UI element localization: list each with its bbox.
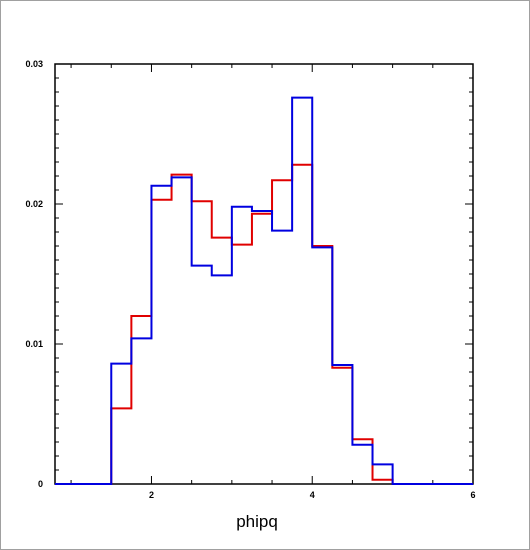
y-tick-label: 0.01 [25,339,43,349]
histogram-series-1 [55,163,473,485]
y-tick-label: 0 [38,479,43,489]
x-axis-title: phipq [236,512,278,531]
x-tick-label: 4 [310,490,315,500]
y-tick-label: 0.02 [25,199,43,209]
histogram-series-2 [55,96,473,485]
axis-ticks [55,63,474,485]
tick-labels: 2 4 6 0 0.01 0.02 0.03 [25,59,475,500]
plot-area [54,63,474,485]
x-tick-label: 6 [470,490,475,500]
x-tick-label: 2 [149,490,154,500]
series-lines [55,96,473,485]
y-tick-label: 0.03 [25,59,43,69]
